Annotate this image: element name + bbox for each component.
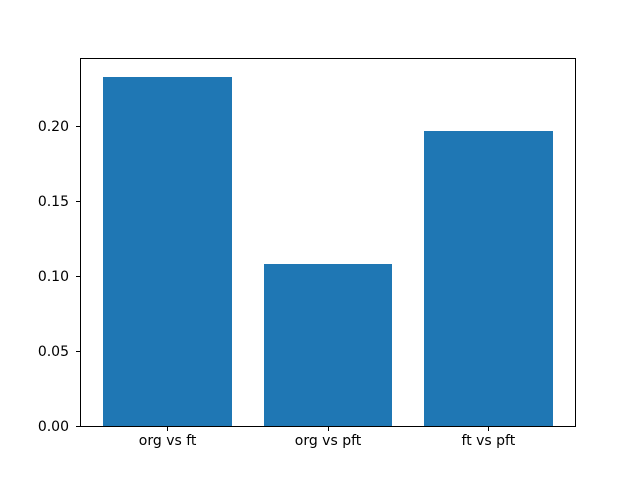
y-tick-mark — [76, 351, 80, 352]
y-tick-mark — [76, 126, 80, 128]
x-tick-mark — [487, 427, 489, 431]
y-tick-label: 0.15 — [37, 193, 69, 210]
x-tick-mark — [327, 427, 329, 431]
bar-org-vs-pft — [263, 264, 393, 426]
bar-org-vs-ft — [103, 76, 232, 426]
x-tick-label: org vs pft — [294, 433, 362, 449]
y-tick-label: 0.00 — [37, 418, 69, 435]
y-tick-label: 0.05 — [37, 343, 69, 360]
y-tick-label: 0.10 — [37, 268, 69, 285]
y-tick-mark — [76, 426, 80, 427]
y-tick-label: 0.20 — [37, 118, 69, 135]
y-tick-mark — [76, 201, 80, 203]
x-tick-label: ft vs pft — [461, 433, 516, 449]
plot-area — [80, 58, 576, 427]
x-tick-label: org vs ft — [138, 433, 197, 449]
x-tick-mark — [167, 427, 169, 431]
bar-ft-vs-pft — [424, 130, 553, 426]
y-tick-mark — [76, 276, 80, 278]
